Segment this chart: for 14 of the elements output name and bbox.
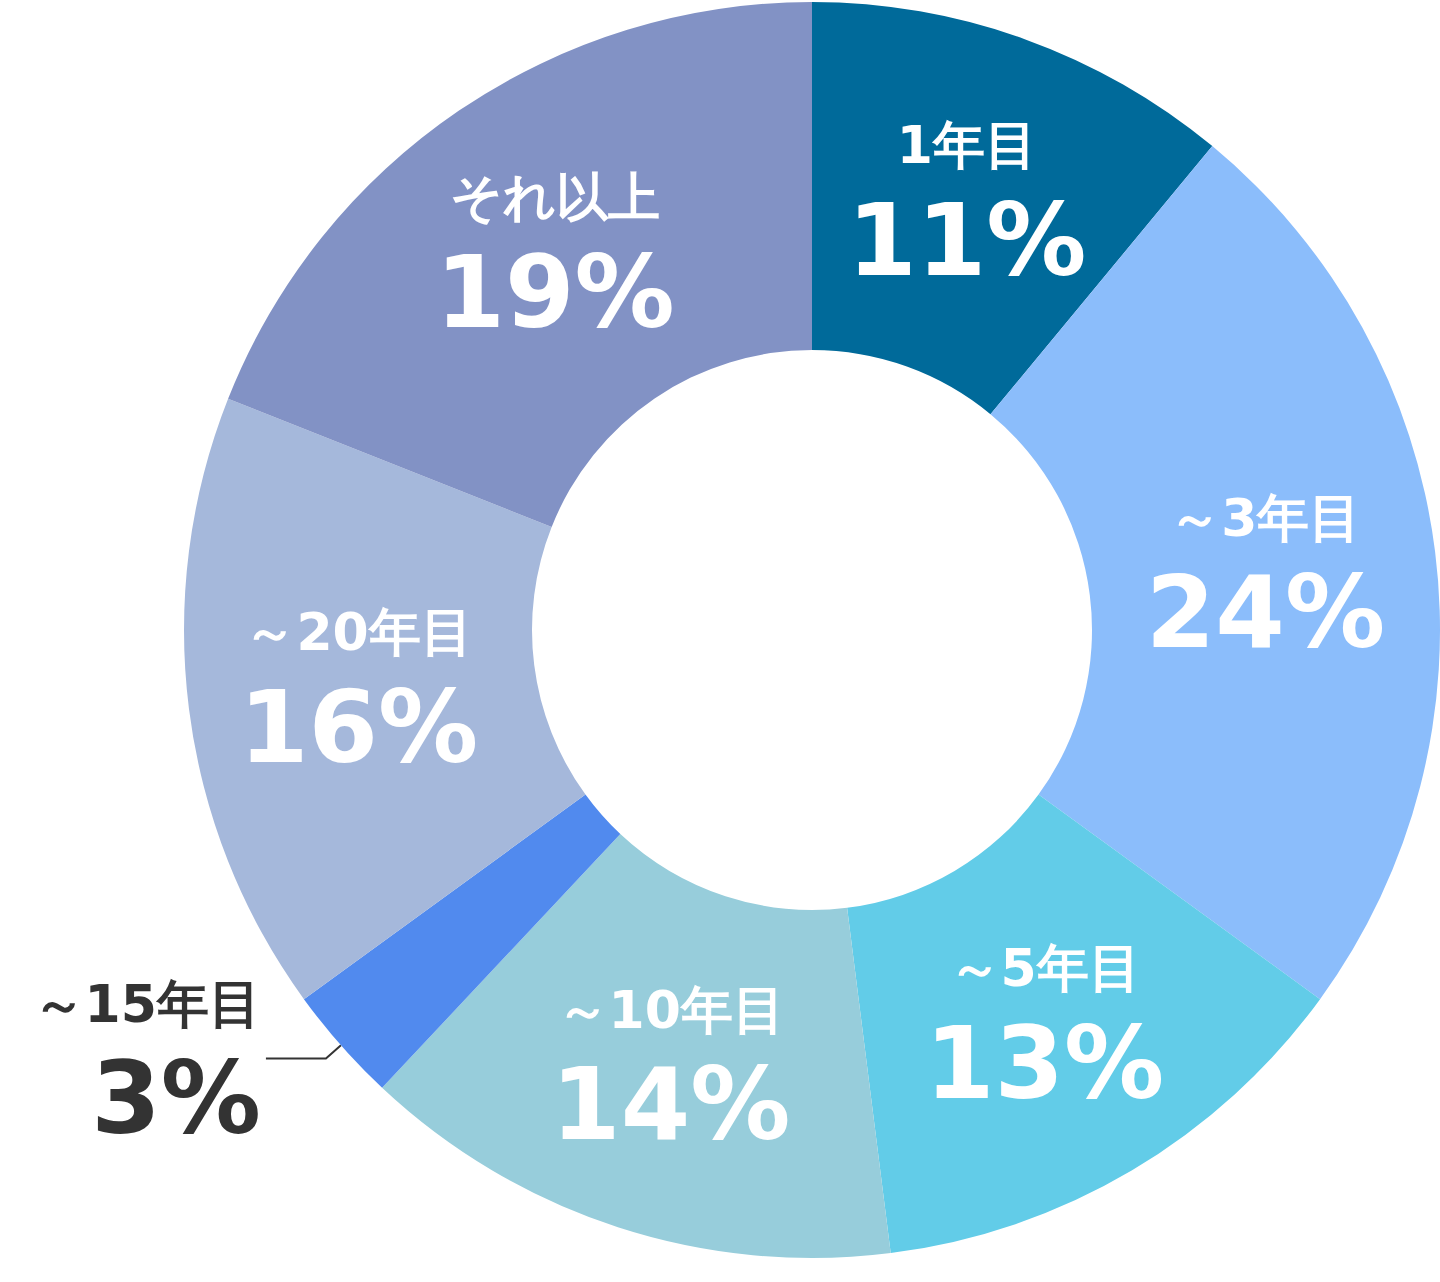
data-label: 19% [435,233,675,351]
slice-label: ～5年目 [948,938,1141,999]
slice-label: ～20年目 [244,602,473,663]
data-label: 14% [551,1046,791,1164]
data-label: 11% [847,181,1087,299]
slice-label: ～3年目 [1169,487,1362,548]
data-label: 16% [238,668,479,786]
slice-label: 1年目 [896,115,1037,176]
data-label: 3% [91,1040,261,1158]
data-label: 24% [1145,554,1386,672]
slice-label: ～15年目 [32,973,261,1034]
slice-label: それ以上 [450,167,661,228]
slice-label: ～10年目 [556,979,785,1040]
data-label: 13% [924,1004,1165,1122]
